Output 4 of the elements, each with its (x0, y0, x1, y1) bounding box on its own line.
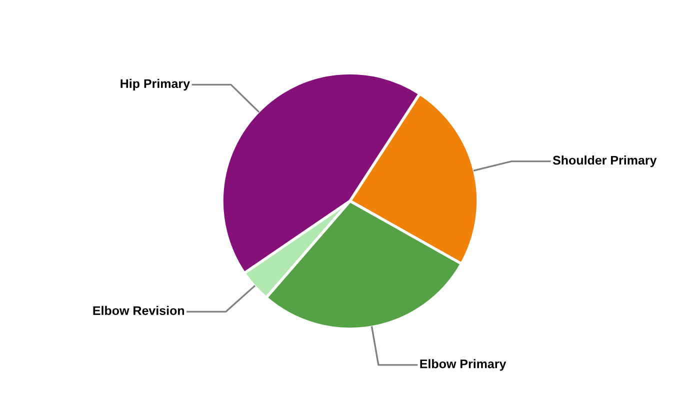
slice-label: Hip Primary (120, 78, 190, 91)
slice-label: Shoulder Primary (552, 155, 657, 168)
slice-label: Elbow Primary (420, 359, 506, 371)
slice-label: Elbow Revision (93, 306, 184, 316)
